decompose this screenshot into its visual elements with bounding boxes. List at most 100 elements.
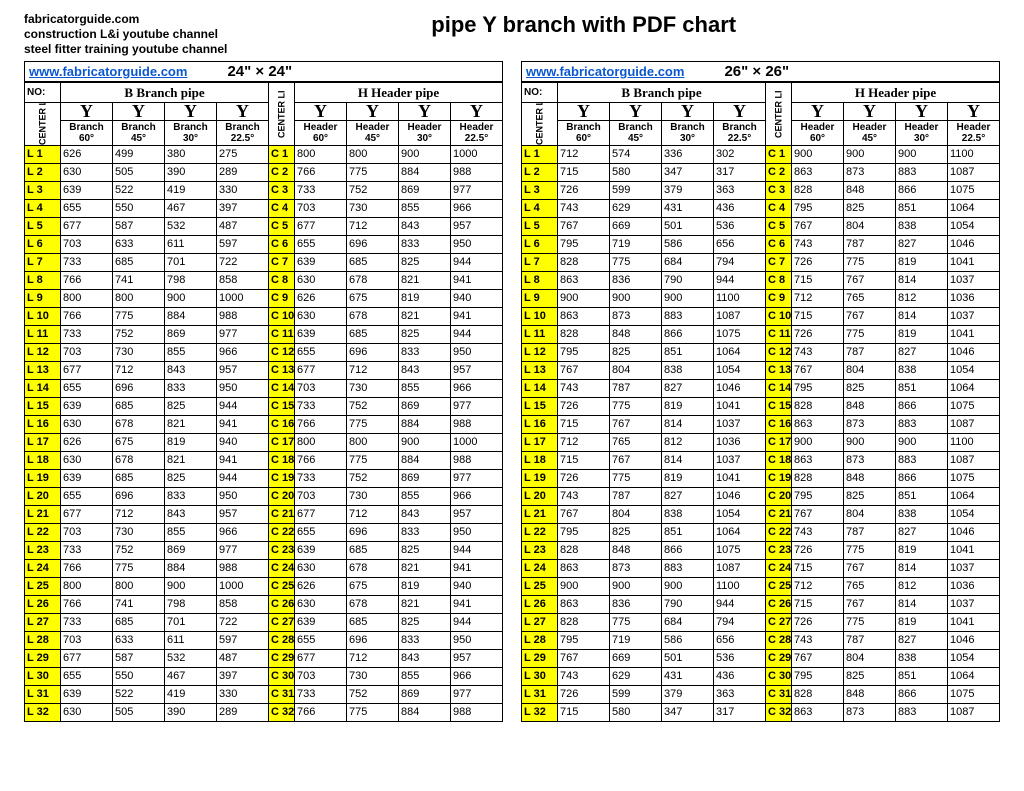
cell: 828 — [558, 614, 610, 632]
cell: 827 — [662, 488, 714, 506]
cell: 798 — [165, 272, 217, 290]
row-c-label: C 6 — [269, 236, 295, 254]
center-line-label: CENTER LI — [766, 83, 792, 146]
cell: 685 — [347, 614, 399, 632]
site-link[interactable]: www.fabricatorguide.com — [526, 64, 684, 79]
cell: 843 — [399, 218, 451, 236]
site-link[interactable]: www.fabricatorguide.com — [29, 64, 187, 79]
cell: 825 — [165, 470, 217, 488]
cell: 733 — [295, 182, 347, 200]
row-l-label: L 15 — [522, 398, 558, 416]
cell: 317 — [714, 704, 766, 722]
cell: 743 — [558, 380, 610, 398]
row-l-label: L 16 — [522, 416, 558, 434]
cell: 940 — [217, 434, 269, 452]
table-row: L 217678048381054C 217678048381054 — [522, 506, 1000, 524]
cell: 866 — [662, 542, 714, 560]
row-c-label: C 15 — [766, 398, 792, 416]
cell: 767 — [792, 362, 844, 380]
cell: 501 — [662, 218, 714, 236]
cell: 804 — [610, 362, 662, 380]
table-row: L 259009009001100C 257127658121036 — [522, 578, 1000, 596]
cell: 819 — [662, 398, 714, 416]
cell: 775 — [347, 452, 399, 470]
cell: 630 — [61, 416, 113, 434]
cell: 821 — [399, 560, 451, 578]
y-symbol: Y — [948, 103, 1000, 121]
row-l-label: L 23 — [522, 542, 558, 560]
row-l-label: L 31 — [25, 686, 61, 704]
cell: 804 — [844, 218, 896, 236]
cell: 626 — [295, 290, 347, 308]
cell: 677 — [295, 218, 347, 236]
table-row: L 15639685825944C 15733752869977 — [25, 398, 503, 416]
table-row: L 7828775684794C 77267758191041 — [522, 254, 1000, 272]
row-c-label: C 1 — [269, 146, 295, 164]
url-row: www.fabricatorguide.com24" × 24" — [24, 61, 503, 82]
cell: 701 — [165, 614, 217, 632]
cell: 966 — [451, 668, 503, 686]
cell: 950 — [451, 632, 503, 650]
cell: 1046 — [948, 524, 1000, 542]
cell: 696 — [347, 344, 399, 362]
cell: 550 — [113, 668, 165, 686]
cell: 715 — [792, 596, 844, 614]
cell: 863 — [558, 596, 610, 614]
cell: 767 — [558, 362, 610, 380]
table-row: L 10766775884988C 10630678821941 — [25, 308, 503, 326]
cell: 863 — [792, 452, 844, 470]
cell: 843 — [399, 650, 451, 668]
table-row: L 127958258511064C 127437878271046 — [522, 344, 1000, 362]
cell: 800 — [113, 290, 165, 308]
cell: 798 — [165, 596, 217, 614]
row-l-label: L 2 — [522, 164, 558, 182]
row-l-label: L 24 — [25, 560, 61, 578]
cell: 819 — [165, 434, 217, 452]
row-l-label: L 3 — [25, 182, 61, 200]
table-row: L 2630505390289C 2766775884988 — [25, 164, 503, 182]
cell: 1037 — [948, 308, 1000, 326]
row-c-label: C 26 — [766, 596, 792, 614]
cell: 1046 — [948, 344, 1000, 362]
cell: 988 — [217, 308, 269, 326]
cell: 1037 — [948, 560, 1000, 578]
cell: 726 — [792, 614, 844, 632]
cell: 821 — [399, 308, 451, 326]
row-l-label: L 18 — [522, 452, 558, 470]
cell: 884 — [399, 164, 451, 182]
cell: 685 — [113, 254, 165, 272]
cell: 626 — [61, 434, 113, 452]
row-c-label: C 15 — [269, 398, 295, 416]
y-symbol: Y — [113, 103, 165, 121]
row-c-label: C 9 — [766, 290, 792, 308]
cell: 848 — [844, 398, 896, 416]
cell: 866 — [896, 470, 948, 488]
table-row: L 31639522419330C 31733752869977 — [25, 686, 503, 704]
cell: 712 — [113, 362, 165, 380]
col-header: Branch30° — [165, 121, 217, 146]
cell: 957 — [451, 218, 503, 236]
row-c-label: C 11 — [269, 326, 295, 344]
row-c-label: C 10 — [269, 308, 295, 326]
row-c-label: C 5 — [766, 218, 792, 236]
cell: 884 — [399, 452, 451, 470]
row-l-label: L 13 — [25, 362, 61, 380]
cell: 950 — [217, 380, 269, 398]
cell: 819 — [896, 542, 948, 560]
table-row: L 258008009001000C 25626675819940 — [25, 578, 503, 596]
cell: 833 — [165, 380, 217, 398]
cell: 858 — [217, 596, 269, 614]
table-row: L 13677712843957C 13677712843957 — [25, 362, 503, 380]
cell: 833 — [399, 632, 451, 650]
group-branch: B Branch pipe — [558, 83, 766, 103]
cell: 787 — [844, 632, 896, 650]
cell: 795 — [792, 488, 844, 506]
table-row: L 17626675819940C 178008009001000 — [25, 434, 503, 452]
row-c-label: C 24 — [269, 560, 295, 578]
cell: 587 — [113, 218, 165, 236]
cell: 289 — [217, 164, 269, 182]
cell: 819 — [662, 470, 714, 488]
cell: 900 — [662, 290, 714, 308]
row-c-label: C 27 — [766, 614, 792, 632]
row-c-label: C 20 — [269, 488, 295, 506]
